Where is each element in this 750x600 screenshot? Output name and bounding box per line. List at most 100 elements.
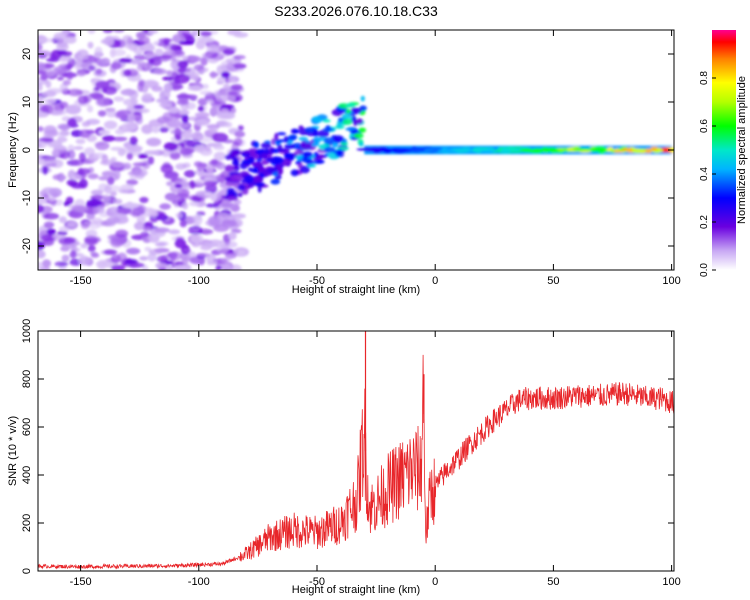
noise-blob (176, 99, 190, 106)
y-tick-label: 600 (21, 418, 33, 436)
transition-blob (224, 164, 235, 172)
noise-blob (128, 262, 145, 268)
snr-panel: -150 -100 -50 0 50 100 0 200 400 600 800 1000 Heig… (7, 319, 681, 596)
noise-blob (168, 106, 180, 114)
noise-blob (92, 57, 99, 63)
noise-blob (84, 220, 99, 225)
transition-blob (354, 132, 364, 139)
transition-blob (310, 142, 320, 147)
transition-blob (224, 154, 233, 160)
noise-blob (73, 146, 84, 150)
noise-blob (95, 261, 106, 267)
noise-blob (220, 258, 228, 264)
noise-blob (152, 126, 160, 134)
x-tick-label: 100 (662, 275, 680, 287)
noise-blob (237, 250, 246, 256)
noise-blob (76, 70, 86, 77)
y-tick-label: 800 (21, 370, 33, 388)
noise-blob (174, 122, 189, 128)
transition-blob (255, 182, 265, 187)
transition-blob (302, 151, 313, 158)
noise-blob (110, 146, 124, 151)
transition-blob (323, 137, 335, 145)
transition-blob (247, 156, 255, 164)
transition-blob (244, 150, 249, 155)
noise-blob (209, 71, 217, 79)
noise-blob (116, 109, 132, 119)
colorbar-tick-label: 0.4 (699, 167, 710, 181)
noise-blob (145, 52, 157, 58)
x-tick-label: 0 (432, 275, 438, 287)
noise-blob (155, 48, 164, 56)
noise-blob (166, 181, 173, 187)
colorbar-ticks: 0.0 0.2 0.4 0.6 0.8 (699, 71, 716, 277)
y-tick-label: 10 (21, 96, 33, 108)
noise-blob (38, 194, 52, 201)
noise-blob (48, 187, 63, 198)
noise-blob (228, 231, 237, 241)
noise-blob (167, 194, 182, 203)
noise-blob (66, 179, 78, 187)
noise-blob (67, 88, 83, 97)
noise-blob (197, 98, 208, 106)
noise-blob (133, 169, 148, 177)
noise-blob (184, 170, 196, 178)
transition-blob (232, 159, 240, 166)
noise-blob (173, 77, 181, 85)
noise-blob (38, 250, 46, 259)
noise-blob (93, 86, 100, 92)
noise-blob (162, 76, 175, 81)
noise-blob (100, 159, 116, 166)
transition-blob (260, 152, 268, 159)
transition-blob (233, 165, 238, 171)
noise-blob (43, 221, 55, 229)
noise-blob (96, 97, 112, 106)
noise-blob (102, 135, 116, 142)
noise-blob (86, 199, 103, 208)
noise-blob (38, 126, 44, 132)
noise-blob (43, 212, 60, 220)
noise-blob (137, 82, 144, 92)
noise-blob (225, 58, 235, 63)
noise-blob (147, 252, 157, 262)
noise-blob (188, 55, 202, 63)
noise-blob (193, 130, 202, 141)
noise-blob (98, 176, 109, 181)
noise-blob (185, 35, 194, 41)
noise-blob (190, 70, 200, 81)
signal-blob (455, 148, 470, 153)
noise-blob (160, 149, 172, 157)
transition-blob (286, 153, 295, 161)
noise-blob (174, 127, 182, 135)
noise-blob (194, 112, 210, 118)
transition-blob (283, 136, 289, 143)
noise-blob (175, 163, 187, 170)
noise-blob (38, 100, 42, 108)
noise-blob (220, 219, 237, 228)
transition-blob (340, 141, 348, 146)
transition-blob (358, 141, 364, 147)
noise-blob (38, 110, 44, 119)
noise-blob (84, 147, 95, 156)
noise-blob (123, 69, 132, 77)
noise-blob (168, 251, 183, 261)
x-tick-label: 100 (662, 576, 680, 588)
transition-blob (274, 132, 279, 141)
noise-blob (200, 31, 212, 37)
noise-blob (171, 49, 185, 58)
noise-blob (216, 244, 229, 254)
noise-blob (188, 225, 203, 235)
noise-blob (123, 98, 138, 107)
y-tick-label: 400 (21, 466, 33, 484)
noise-blob (104, 184, 112, 194)
noise-blob (146, 137, 162, 147)
noise-blob (113, 96, 125, 102)
noise-blob (133, 54, 146, 61)
noise-blob (176, 94, 192, 99)
transition-blob (270, 148, 281, 154)
transition-blob (300, 165, 310, 174)
noise-blob (144, 246, 152, 252)
noise-blob (129, 174, 138, 180)
noise-blob (194, 145, 206, 153)
